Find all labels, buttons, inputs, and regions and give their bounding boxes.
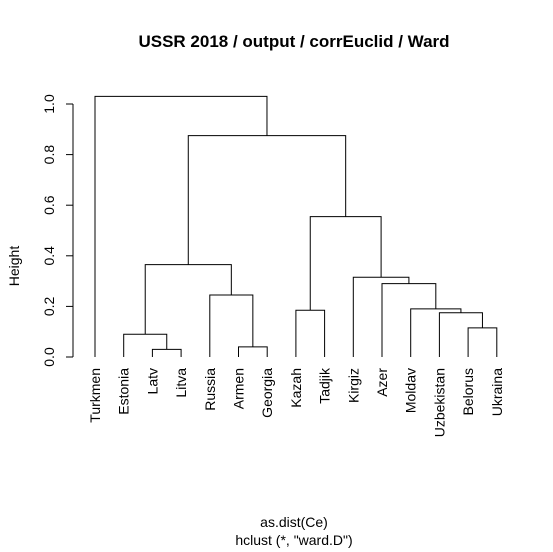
y-tick-label: 0.8	[41, 145, 57, 165]
leaf-label: Turkmen	[87, 368, 103, 423]
leaf-label: Georgia	[259, 368, 275, 418]
leaf-label: Russia	[202, 368, 218, 411]
dendrogram-branch	[187, 135, 347, 265]
leaf-label: Kazah	[288, 368, 304, 408]
y-tick-label: 0.2	[41, 296, 57, 316]
dendrogram-branch	[295, 309, 326, 357]
dendrogram-branch	[94, 95, 268, 357]
leaf-label: Kirgiz	[345, 368, 361, 403]
y-axis: 0.0 0.2 0.4 0.6 0.8 1.0	[41, 94, 74, 367]
dendrogram-branch	[151, 348, 182, 357]
y-axis-label: Height	[6, 246, 22, 287]
dendrogram-branch	[467, 327, 498, 357]
leaf-label: Ukraina	[489, 368, 505, 416]
dendrogram-branch	[352, 276, 410, 357]
x-axis-label: as.dist(Ce)	[260, 514, 328, 530]
y-tick-label: 1.0	[41, 94, 57, 114]
dendrogram-tree	[94, 95, 498, 357]
leaf-label: Estonia	[116, 368, 132, 415]
method-subtitle: hclust (*, "ward.D")	[235, 532, 352, 548]
leaf-label: Azer	[374, 368, 390, 397]
dendrogram-branch	[309, 216, 382, 311]
dendrogram-branch	[438, 312, 483, 357]
dendrogram-branch	[123, 333, 168, 357]
leaf-label: Armen	[231, 368, 247, 409]
dendrogram-branch	[381, 283, 437, 357]
leaf-label: Tadjik	[317, 367, 333, 404]
leaf-labels: Turkmen Estonia Latv Litva Russia Armen Georgi…	[87, 367, 505, 437]
dendrogram-branch	[238, 346, 268, 357]
leaf-label: Uzbekistan	[431, 368, 447, 437]
leaf-label: Latv	[144, 368, 160, 394]
chart-title: USSR 2018 / output / corrEuclid / Ward	[138, 32, 449, 51]
leaf-label: Litva	[173, 368, 189, 398]
leaf-label: Belorus	[460, 368, 476, 415]
dendrogram-branch	[410, 308, 462, 357]
leaf-label: Moldav	[403, 368, 419, 413]
dendrogram-branch	[144, 264, 232, 335]
y-tick-label: 0.4	[41, 246, 57, 266]
y-tick-label: 0.0	[41, 347, 57, 367]
y-tick-label: 0.6	[41, 195, 57, 215]
dendrogram-branch	[209, 294, 254, 357]
